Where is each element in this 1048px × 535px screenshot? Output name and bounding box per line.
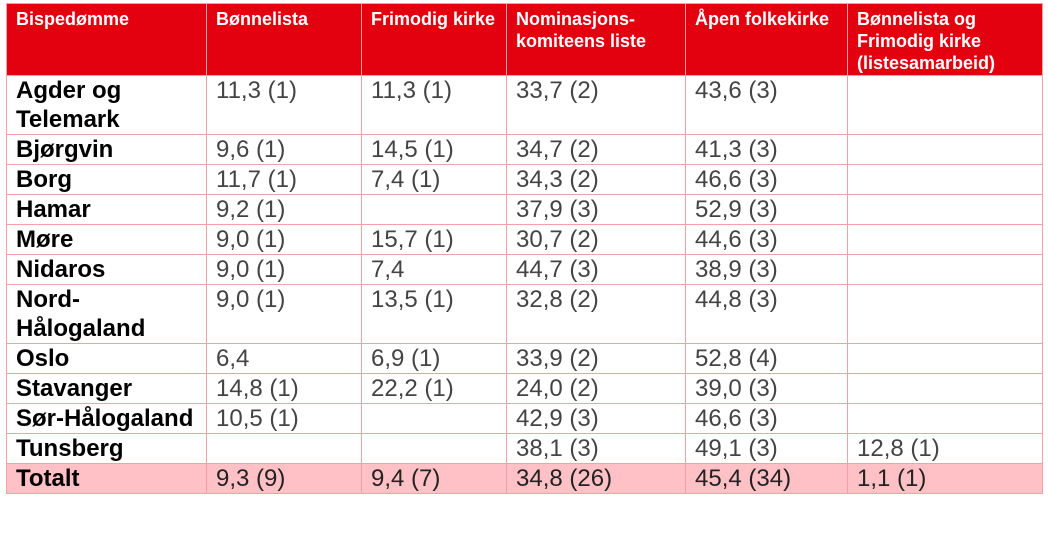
header-frimodig-kirke: Frimodig kirke <box>361 3 507 76</box>
apen-folkekirke-cell: 44,8 (3) <box>685 284 848 344</box>
frimodig-kirke-cell: 7,4 <box>361 254 507 285</box>
diocese-cell: Sør-Hålogaland <box>6 403 207 434</box>
listesamarbeid-cell: 12,8 (1) <box>847 433 1043 464</box>
frimodig-kirke-cell: 11,3 (1) <box>361 75 507 135</box>
table-body: Agder og Telemark 11,3 (1) 11,3 (1) 33,7 (2… <box>6 75 1043 494</box>
diocese-cell: Nidaros <box>6 254 207 285</box>
apen-folkekirke-cell: 38,9 (3) <box>685 254 848 285</box>
header-bispedomme: Bispedømme <box>6 3 207 76</box>
bonnelista-cell: 9,2 (1) <box>206 194 362 225</box>
diocese-cell: Hamar <box>6 194 207 225</box>
bonnelista-cell: 9,0 (1) <box>206 224 362 255</box>
bonnelista-cell: 9,0 (1) <box>206 284 362 344</box>
listesamarbeid-cell <box>847 403 1043 434</box>
table-row: Borg 11,7 (1) 7,4 (1) 34,3 (2) 46,6 (3) <box>6 164 1043 195</box>
listesamarbeid-cell <box>847 254 1043 285</box>
bonnelista-cell: 11,7 (1) <box>206 164 362 195</box>
table-row: Bjørgvin 9,6 (1) 14,5 (1) 34,7 (2) 41,3 (3) <box>6 134 1043 165</box>
nominasjon-cell: 42,9 (3) <box>506 403 686 434</box>
table-row: Oslo 6,4 6,9 (1) 33,9 (2) 52,8 (4) <box>6 343 1043 374</box>
nominasjon-cell: 33,9 (2) <box>506 343 686 374</box>
table-row: Nidaros 9,0 (1) 7,4 44,7 (3) 38,9 (3) <box>6 254 1043 285</box>
diocese-cell: Tunsberg <box>6 433 207 464</box>
frimodig-kirke-cell <box>361 433 507 464</box>
apen-folkekirke-cell: 52,9 (3) <box>685 194 848 225</box>
bonnelista-cell: 10,5 (1) <box>206 403 362 434</box>
nominasjon-cell: 24,0 (2) <box>506 373 686 404</box>
listesamarbeid-cell <box>847 194 1043 225</box>
listesamarbeid-cell <box>847 75 1043 135</box>
nominasjon-cell: 34,3 (2) <box>506 164 686 195</box>
apen-folkekirke-cell: 39,0 (3) <box>685 373 848 404</box>
apen-folkekirke-cell: 45,4 (34) <box>685 463 848 494</box>
apen-folkekirke-cell: 46,6 (3) <box>685 403 848 434</box>
bonnelista-cell <box>206 433 362 464</box>
listesamarbeid-cell: 1,1 (1) <box>847 463 1043 494</box>
frimodig-kirke-cell: 14,5 (1) <box>361 134 507 165</box>
frimodig-kirke-cell: 15,7 (1) <box>361 224 507 255</box>
diocese-cell: Totalt <box>6 463 207 494</box>
nominasjon-cell: 32,8 (2) <box>506 284 686 344</box>
table-row: Nord-Hålogaland 9,0 (1) 13,5 (1) 32,8 (2) 44… <box>6 284 1043 344</box>
listesamarbeid-cell <box>847 224 1043 255</box>
apen-folkekirke-cell: 41,3 (3) <box>685 134 848 165</box>
diocese-cell: Møre <box>6 224 207 255</box>
diocese-cell: Stavanger <box>6 373 207 404</box>
frimodig-kirke-cell: 22,2 (1) <box>361 373 507 404</box>
frimodig-kirke-cell <box>361 403 507 434</box>
bonnelista-cell: 9,6 (1) <box>206 134 362 165</box>
bonnelista-cell: 9,3 (9) <box>206 463 362 494</box>
table-row: Stavanger 14,8 (1) 22,2 (1) 24,0 (2) 39,0 (3… <box>6 373 1043 404</box>
table-row: Hamar 9,2 (1) 37,9 (3) 52,9 (3) <box>6 194 1043 225</box>
diocese-cell: Agder og Telemark <box>6 75 207 135</box>
frimodig-kirke-cell <box>361 194 507 225</box>
listesamarbeid-cell <box>847 164 1043 195</box>
header-listesamarbeid: Bønnelista og Frimodig kirke (listesamar… <box>847 3 1043 76</box>
nominasjon-cell: 34,7 (2) <box>506 134 686 165</box>
frimodig-kirke-cell: 9,4 (7) <box>361 463 507 494</box>
table-row: Agder og Telemark 11,3 (1) 11,3 (1) 33,7 (2… <box>6 75 1043 135</box>
bonnelista-cell: 14,8 (1) <box>206 373 362 404</box>
listesamarbeid-cell <box>847 134 1043 165</box>
nominasjon-cell: 37,9 (3) <box>506 194 686 225</box>
apen-folkekirke-cell: 44,6 (3) <box>685 224 848 255</box>
diocese-cell: Bjørgvin <box>6 134 207 165</box>
apen-folkekirke-cell: 43,6 (3) <box>685 75 848 135</box>
nominasjon-cell: 33,7 (2) <box>506 75 686 135</box>
diocese-cell: Borg <box>6 164 207 195</box>
table-row: Møre 9,0 (1) 15,7 (1) 30,7 (2) 44,6 (3) <box>6 224 1043 255</box>
apen-folkekirke-cell: 46,6 (3) <box>685 164 848 195</box>
nominasjon-cell: 44,7 (3) <box>506 254 686 285</box>
listesamarbeid-cell <box>847 373 1043 404</box>
frimodig-kirke-cell: 6,9 (1) <box>361 343 507 374</box>
frimodig-kirke-cell: 13,5 (1) <box>361 284 507 344</box>
diocese-cell: Oslo <box>6 343 207 374</box>
header-nominasjonskomiteens-liste: Nominasjons-komiteens liste <box>506 3 686 76</box>
nominasjon-cell: 38,1 (3) <box>506 433 686 464</box>
nominasjon-cell: 30,7 (2) <box>506 224 686 255</box>
election-results-table: Bispedømme Bønnelista Frimodig kirke Nom… <box>6 3 1043 494</box>
apen-folkekirke-cell: 49,1 (3) <box>685 433 848 464</box>
header-row: Bispedømme Bønnelista Frimodig kirke Nom… <box>6 3 1043 76</box>
total-row: Totalt 9,3 (9) 9,4 (7) 34,8 (26) 45,4 (34) 1,… <box>6 463 1043 494</box>
nominasjon-cell: 34,8 (26) <box>506 463 686 494</box>
table-row: Sør-Hålogaland 10,5 (1) 42,9 (3) 46,6 (3) <box>6 403 1043 434</box>
apen-folkekirke-cell: 52,8 (4) <box>685 343 848 374</box>
listesamarbeid-cell <box>847 284 1043 344</box>
bonnelista-cell: 6,4 <box>206 343 362 374</box>
diocese-cell: Nord-Hålogaland <box>6 284 207 344</box>
listesamarbeid-cell <box>847 343 1043 374</box>
header-bonnelista: Bønnelista <box>206 3 362 76</box>
frimodig-kirke-cell: 7,4 (1) <box>361 164 507 195</box>
bonnelista-cell: 9,0 (1) <box>206 254 362 285</box>
header-apen-folkekirke: Åpen folkekirke <box>685 3 848 76</box>
table-row: Tunsberg 38,1 (3) 49,1 (3) 12,8 (1) <box>6 433 1043 464</box>
bonnelista-cell: 11,3 (1) <box>206 75 362 135</box>
